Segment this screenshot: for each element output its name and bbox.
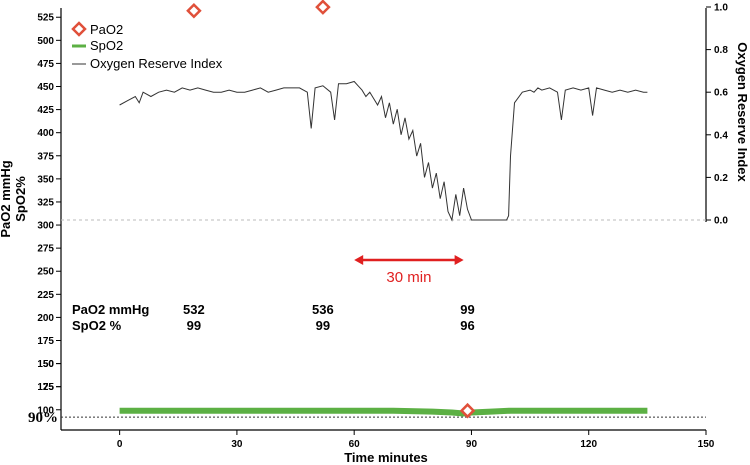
left-tick-label: 200 [37,313,54,324]
left-tick-label: 500 [37,36,54,47]
left-tick-label: 525 [37,13,54,24]
x-tick-label: 60 [349,439,361,450]
legend-pao2-marker [71,21,87,37]
spo2-90-label: 90% [28,410,58,426]
left-tick-label: 475 [37,59,54,70]
pao2-point [459,402,476,419]
legend-pao2-label: PaO2 [90,22,123,37]
x-tick-label: 0 [117,439,123,450]
duration-arrow-left-head [354,255,364,265]
right-tick-label: 0.6 [714,88,728,99]
right-tick-label: 0.2 [714,173,728,184]
table-value-spo2: 99 [187,318,201,333]
right-axis-ticks: 0.0 0.2 0.4 0.6 0.8 1.0 [706,3,728,227]
left-axis-title-line-1: PaO2 mmHg [0,160,13,237]
legend: PaO2 SpO2 Oxygen Reserve Index [71,21,223,71]
pao2-points [186,0,476,419]
left-axis-title: PaO2 mmHg SpO2% [0,160,28,237]
right-tick-label: 0.8 [714,45,728,56]
spo2-line [119,407,648,417]
left-tick-label: 150 [37,359,54,370]
duration-label: 30 min [386,269,431,286]
legend-ori-label: Oxygen Reserve Index [90,56,223,71]
left-tick-label: 450 [37,82,54,93]
x-axis-ticks: 0 30 60 90 120 150 [117,430,715,450]
left-tick-label: 375 [37,151,54,162]
right-tick-label: 1.0 [714,3,728,14]
left-tick-label: 100 [37,405,54,416]
left-tick-label: 275 [37,244,54,255]
table-row-label-spo2: SpO2 % [72,318,122,333]
left-tick-label: 400 [37,128,54,139]
legend-spo2-label: SpO2 [90,38,123,53]
x-tick-label: 90 [466,439,478,450]
right-axis-title: Oxygen Reserve Index [735,42,750,182]
left-tick-label: 300 [37,221,54,232]
table-value-pao2: 99 [460,302,474,317]
table-value-pao2: 536 [312,302,334,317]
pao2-point [186,3,202,19]
x-tick-label: 120 [580,439,597,450]
oxygen-reserve-index-line [119,80,648,222]
left-tick-label: 350 [37,174,54,185]
left-tick-label: 125 [37,382,54,393]
right-tick-label: 0.4 [714,130,728,141]
left-tick-label: 425 [37,105,54,116]
left-tick-label: 50 [43,359,55,370]
x-axis-title: Time minutes [344,450,428,465]
left-tick-label: 75 [43,382,55,393]
table-row-label-pao2: PaO2 mmHg [72,302,149,317]
pao2-point [315,0,331,15]
table-value-spo2: 99 [316,318,330,333]
table-value-spo2: 96 [460,318,474,333]
right-tick-label: 0.0 [714,216,728,227]
duration-arrow-right-head [454,255,464,265]
x-tick-label: 150 [698,439,715,450]
table-value-pao2: 532 [183,302,205,317]
left-axis-ticks: 100 125 150 175 200 225 250 275 300 325 350 375 400 4… [37,13,61,416]
x-tick-label: 30 [231,439,243,450]
left-tick-label: 225 [37,290,54,301]
left-tick-label: 325 [37,197,54,208]
right-axis-title-wrap: Oxygen Reserve Index [735,42,750,182]
left-tick-label: 250 [37,267,54,278]
left-axis-title-line-2: SpO2% [13,176,28,222]
left-tick-label: 175 [37,336,54,347]
